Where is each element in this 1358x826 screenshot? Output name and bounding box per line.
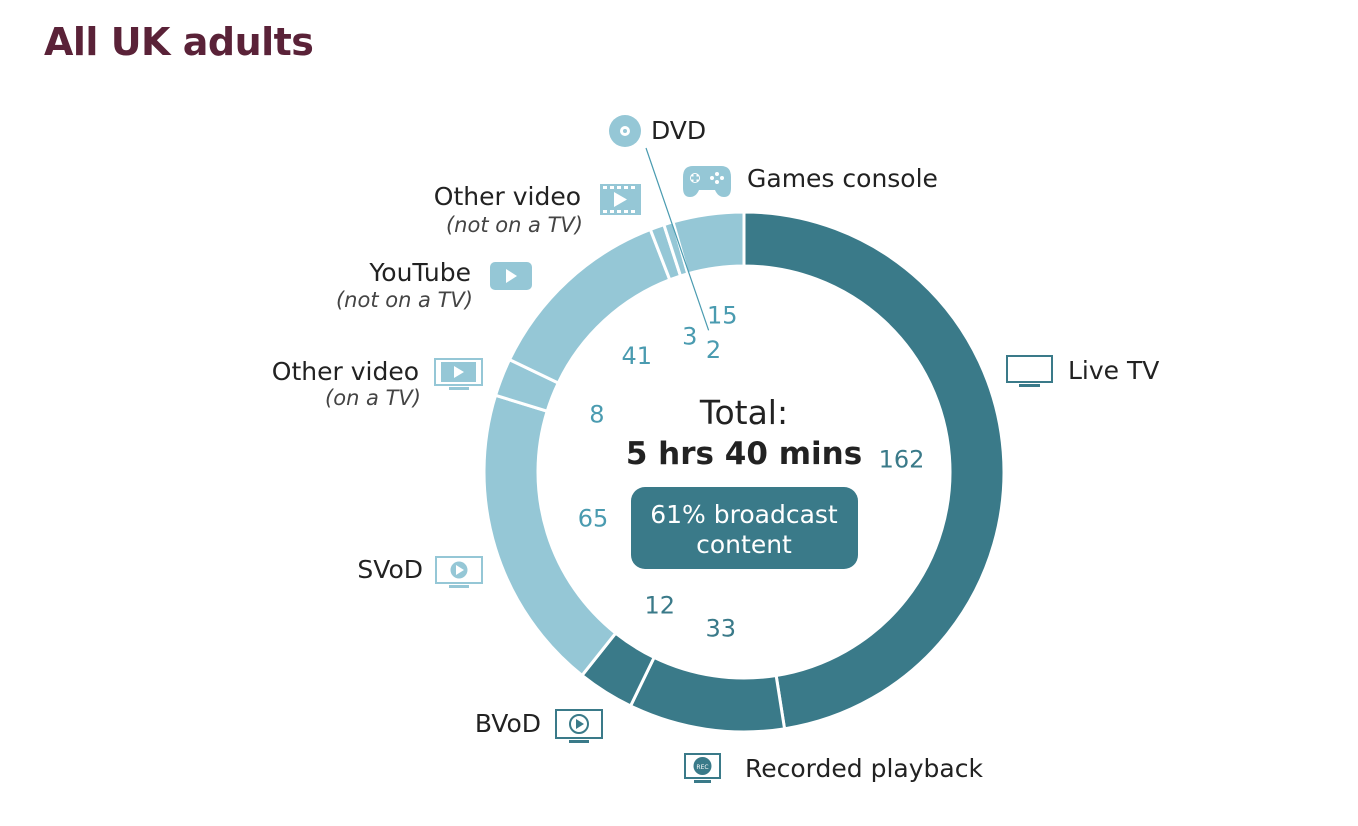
value-label-games-console-8: 15 bbox=[707, 302, 738, 330]
value-label-other-video-on-a-tv-4: 8 bbox=[589, 400, 604, 428]
dvd-icon bbox=[609, 115, 641, 147]
value-label-other-video-not-on-a-tv-6: 3 bbox=[682, 322, 697, 350]
donut-segment-live-tv-0 bbox=[742, 210, 1006, 731]
film-icon bbox=[600, 184, 641, 215]
donut-segment-recorded-playback-1 bbox=[628, 655, 787, 734]
label-other-video-not-tv: Other video bbox=[434, 182, 581, 211]
label-youtube: YouTube bbox=[368, 258, 471, 287]
donut-segment-games-console-8 bbox=[671, 210, 746, 276]
sublabel-other-video-not-tv: (not on a TV) bbox=[446, 213, 583, 237]
sublabel-other-video-tv: (on a TV) bbox=[325, 386, 421, 410]
bvod-tv-icon bbox=[555, 709, 603, 743]
svg-text:REC: REC bbox=[696, 764, 708, 771]
rec-tv-icon: REC bbox=[684, 753, 721, 783]
tv-icon bbox=[1006, 355, 1053, 387]
film-tv-icon bbox=[434, 358, 483, 390]
total-label: Total: bbox=[699, 393, 788, 432]
value-label-youtube-not-on-a-tv-5: 41 bbox=[621, 342, 652, 370]
label-bvod: BVoD bbox=[475, 709, 541, 738]
value-label-recorded-playback-1: 33 bbox=[706, 614, 737, 642]
label-other-video-tv: Other video bbox=[272, 357, 419, 386]
gamepad-icon bbox=[683, 166, 731, 197]
value-label-dvd-7: 2 bbox=[706, 336, 721, 364]
badge-line-1: 61% broadcast bbox=[650, 500, 838, 529]
value-label-live-tv-0: 162 bbox=[879, 446, 925, 474]
label-dvd: DVD bbox=[651, 116, 706, 145]
badge-line-2: content bbox=[696, 530, 792, 559]
svod-tv-icon bbox=[435, 556, 483, 588]
label-recorded-playback: Recorded playback bbox=[745, 754, 983, 783]
label-svod: SVoD bbox=[357, 555, 423, 584]
broadcast-badge bbox=[631, 487, 858, 569]
label-games-console: Games console bbox=[747, 164, 938, 193]
value-label-bvod-2: 12 bbox=[645, 592, 676, 620]
leader-line-dvd-7 bbox=[645, 147, 710, 331]
donut-segment-svod-3 bbox=[482, 393, 618, 678]
total-value: 5 hrs 40 mins bbox=[626, 436, 862, 472]
chart-title: All UK adults bbox=[44, 20, 314, 64]
label-live-tv: Live TV bbox=[1068, 356, 1159, 385]
sublabel-youtube: (not on a TV) bbox=[336, 288, 473, 312]
youtube-icon bbox=[490, 262, 532, 290]
value-label-svod-3: 65 bbox=[578, 505, 609, 533]
